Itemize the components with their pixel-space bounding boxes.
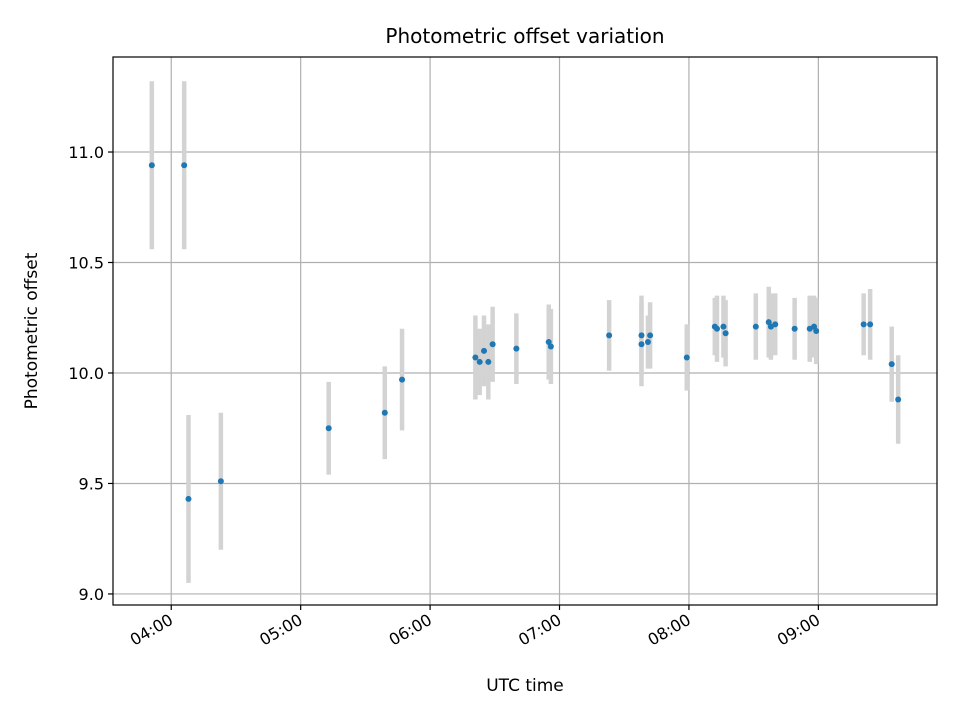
- y-tick-label: 11.0: [68, 143, 104, 162]
- data-point: [476, 358, 483, 365]
- data-point: [772, 321, 779, 328]
- data-point: [181, 162, 188, 169]
- data-points: [148, 162, 902, 502]
- data-point: [399, 376, 406, 383]
- data-point: [481, 347, 488, 354]
- x-axis-label: UTC time: [486, 676, 564, 696]
- data-point: [638, 332, 645, 339]
- data-point: [713, 325, 720, 332]
- data-point: [547, 343, 554, 350]
- data-point: [644, 339, 651, 346]
- data-point: [148, 162, 155, 169]
- data-point: [217, 478, 224, 485]
- data-point: [791, 325, 798, 332]
- data-point: [647, 332, 654, 339]
- data-point: [895, 396, 902, 403]
- y-tick-label: 9.5: [79, 474, 104, 493]
- data-point: [867, 321, 874, 328]
- data-point: [860, 321, 867, 328]
- grid: [113, 57, 937, 605]
- data-point: [489, 341, 496, 348]
- y-tick-label: 10.5: [68, 254, 104, 273]
- plot-area: [112, 56, 938, 606]
- data-point: [381, 409, 388, 416]
- chart-title: Photometric offset variation: [385, 24, 664, 48]
- y-axis-label: Photometric offset: [22, 252, 42, 409]
- data-point: [888, 361, 895, 368]
- data-point: [813, 328, 820, 334]
- data-point: [722, 330, 729, 337]
- data-point: [185, 495, 192, 502]
- data-point: [720, 323, 727, 330]
- data-point: [325, 425, 332, 432]
- data-point: [472, 354, 479, 361]
- data-point: [752, 323, 759, 330]
- data-point: [606, 332, 613, 339]
- y-tick-label: 10.0: [68, 364, 104, 383]
- data-point: [513, 345, 520, 352]
- data-point: [638, 341, 645, 348]
- data-point: [485, 358, 492, 365]
- data-point: [683, 354, 690, 361]
- y-tick-label: 9.0: [79, 585, 104, 604]
